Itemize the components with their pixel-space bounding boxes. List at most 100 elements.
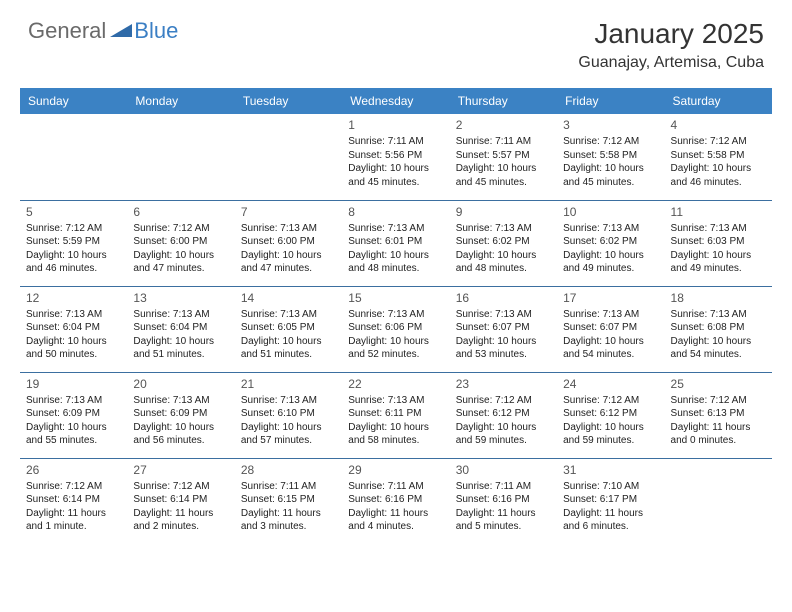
day-sunset: Sunset: 6:00 PM — [241, 235, 336, 249]
day-number: 13 — [133, 290, 228, 306]
calendar-day-cell — [127, 114, 234, 200]
day-daylight1: Daylight: 10 hours — [563, 249, 658, 263]
day-sunset: Sunset: 6:13 PM — [671, 407, 766, 421]
day-sunset: Sunset: 6:04 PM — [26, 321, 121, 335]
calendar-day-cell: 6Sunrise: 7:12 AMSunset: 6:00 PMDaylight… — [127, 200, 234, 286]
day-sunrise: Sunrise: 7:13 AM — [241, 308, 336, 322]
day-daylight1: Daylight: 10 hours — [348, 249, 443, 263]
day-number: 14 — [241, 290, 336, 306]
weekday-header: Friday — [557, 88, 664, 114]
calendar-week-row: 5Sunrise: 7:12 AMSunset: 5:59 PMDaylight… — [20, 200, 772, 286]
day-daylight2: and 54 minutes. — [671, 348, 766, 362]
calendar-day-cell: 9 Sunrise: 7:13 AMSunset: 6:02 PMDaylight… — [450, 200, 557, 286]
day-sunset: Sunset: 6:12 PM — [456, 407, 551, 421]
day-number: 26 — [26, 462, 121, 478]
day-sunrise: Sunrise: 7:12 AM — [133, 222, 228, 236]
calendar-day-cell: 2Sunrise: 7:11 AMSunset: 5:57 PMDaylight… — [450, 114, 557, 200]
day-daylight2: and 45 minutes. — [348, 176, 443, 190]
calendar-day-cell — [20, 114, 127, 200]
day-daylight1: Daylight: 10 hours — [348, 335, 443, 349]
day-sunset: Sunset: 6:17 PM — [563, 493, 658, 507]
day-number: 1 — [348, 117, 443, 133]
day-number: 22 — [348, 376, 443, 392]
day-daylight1: Daylight: 10 hours — [456, 421, 551, 435]
month-title: January 2025 — [578, 18, 764, 50]
day-sunset: Sunset: 6:11 PM — [348, 407, 443, 421]
day-sunset: Sunset: 6:15 PM — [241, 493, 336, 507]
calendar-day-cell: 14Sunrise: 7:13 AMSunset: 6:05 PMDayligh… — [235, 286, 342, 372]
day-sunrise: Sunrise: 7:12 AM — [563, 394, 658, 408]
day-daylight1: Daylight: 10 hours — [456, 249, 551, 263]
logo-triangle-icon — [110, 21, 132, 42]
day-daylight2: and 59 minutes. — [563, 434, 658, 448]
weekday-header: Tuesday — [235, 88, 342, 114]
day-daylight2: and 47 minutes. — [241, 262, 336, 276]
day-daylight2: and 55 minutes. — [26, 434, 121, 448]
day-number: 17 — [563, 290, 658, 306]
calendar-week-row: 1Sunrise: 7:11 AMSunset: 5:56 PMDaylight… — [20, 114, 772, 200]
day-daylight1: Daylight: 10 hours — [348, 421, 443, 435]
day-sunrise: Sunrise: 7:13 AM — [133, 394, 228, 408]
day-daylight2: and 54 minutes. — [563, 348, 658, 362]
day-number: 15 — [348, 290, 443, 306]
logo-text-blue: Blue — [134, 18, 178, 44]
day-sunset: Sunset: 5:58 PM — [563, 149, 658, 163]
day-number: 19 — [26, 376, 121, 392]
calendar-day-cell: 1Sunrise: 7:11 AMSunset: 5:56 PMDaylight… — [342, 114, 449, 200]
day-number: 30 — [456, 462, 551, 478]
calendar-header-row: SundayMondayTuesdayWednesdayThursdayFrid… — [20, 88, 772, 114]
day-daylight1: Daylight: 11 hours — [563, 507, 658, 521]
calendar-day-cell: 11Sunrise: 7:13 AMSunset: 6:03 PMDayligh… — [665, 200, 772, 286]
location: Guanajay, Artemisa, Cuba — [578, 54, 764, 72]
day-sunrise: Sunrise: 7:12 AM — [26, 480, 121, 494]
day-daylight2: and 5 minutes. — [456, 520, 551, 534]
weekday-header: Monday — [127, 88, 234, 114]
calendar-day-cell: 30Sunrise: 7:11 AMSunset: 6:16 PMDayligh… — [450, 458, 557, 544]
day-sunset: Sunset: 6:07 PM — [456, 321, 551, 335]
day-sunrise: Sunrise: 7:13 AM — [241, 394, 336, 408]
day-daylight1: Daylight: 10 hours — [26, 249, 121, 263]
day-daylight2: and 47 minutes. — [133, 262, 228, 276]
weekday-header: Wednesday — [342, 88, 449, 114]
day-sunrise: Sunrise: 7:13 AM — [456, 308, 551, 322]
calendar-day-cell: 19Sunrise: 7:13 AMSunset: 6:09 PMDayligh… — [20, 372, 127, 458]
calendar-day-cell: 4Sunrise: 7:12 AMSunset: 5:58 PMDaylight… — [665, 114, 772, 200]
day-sunset: Sunset: 6:02 PM — [563, 235, 658, 249]
day-daylight1: Daylight: 10 hours — [241, 421, 336, 435]
day-daylight2: and 56 minutes. — [133, 434, 228, 448]
day-sunset: Sunset: 5:58 PM — [671, 149, 766, 163]
day-daylight2: and 2 minutes. — [133, 520, 228, 534]
day-sunrise: Sunrise: 7:10 AM — [563, 480, 658, 494]
calendar-day-cell: 25Sunrise: 7:12 AMSunset: 6:13 PMDayligh… — [665, 372, 772, 458]
day-daylight2: and 52 minutes. — [348, 348, 443, 362]
calendar-day-cell: 29Sunrise: 7:11 AMSunset: 6:16 PMDayligh… — [342, 458, 449, 544]
day-number: 6 — [133, 204, 228, 220]
day-number: 9 — [456, 204, 551, 220]
day-daylight1: Daylight: 11 hours — [26, 507, 121, 521]
day-sunrise: Sunrise: 7:13 AM — [26, 394, 121, 408]
calendar-day-cell: 20Sunrise: 7:13 AMSunset: 6:09 PMDayligh… — [127, 372, 234, 458]
day-daylight2: and 46 minutes. — [671, 176, 766, 190]
day-sunset: Sunset: 6:09 PM — [26, 407, 121, 421]
calendar-day-cell: 28Sunrise: 7:11 AMSunset: 6:15 PMDayligh… — [235, 458, 342, 544]
calendar-day-cell: 16Sunrise: 7:13 AMSunset: 6:07 PMDayligh… — [450, 286, 557, 372]
day-daylight2: and 50 minutes. — [26, 348, 121, 362]
calendar-day-cell — [235, 114, 342, 200]
day-sunrise: Sunrise: 7:12 AM — [26, 222, 121, 236]
day-sunset: Sunset: 5:56 PM — [348, 149, 443, 163]
calendar-day-cell: 21Sunrise: 7:13 AMSunset: 6:10 PMDayligh… — [235, 372, 342, 458]
day-sunrise: Sunrise: 7:12 AM — [671, 135, 766, 149]
day-daylight1: Daylight: 10 hours — [348, 162, 443, 176]
day-sunset: Sunset: 6:08 PM — [671, 321, 766, 335]
day-number: 31 — [563, 462, 658, 478]
day-number: 24 — [563, 376, 658, 392]
day-sunrise: Sunrise: 7:13 AM — [563, 308, 658, 322]
day-sunrise: Sunrise: 7:13 AM — [241, 222, 336, 236]
calendar-day-cell: 31 Sunrise: 7:10 AMSunset: 6:17 PMDayligh… — [557, 458, 664, 544]
day-daylight1: Daylight: 10 hours — [241, 249, 336, 263]
calendar-day-cell: 7Sunrise: 7:13 AMSunset: 6:00 PMDaylight… — [235, 200, 342, 286]
day-sunrise: Sunrise: 7:13 AM — [456, 222, 551, 236]
day-number: 4 — [671, 117, 766, 133]
day-daylight1: Daylight: 10 hours — [456, 162, 551, 176]
day-sunset: Sunset: 6:02 PM — [456, 235, 551, 249]
